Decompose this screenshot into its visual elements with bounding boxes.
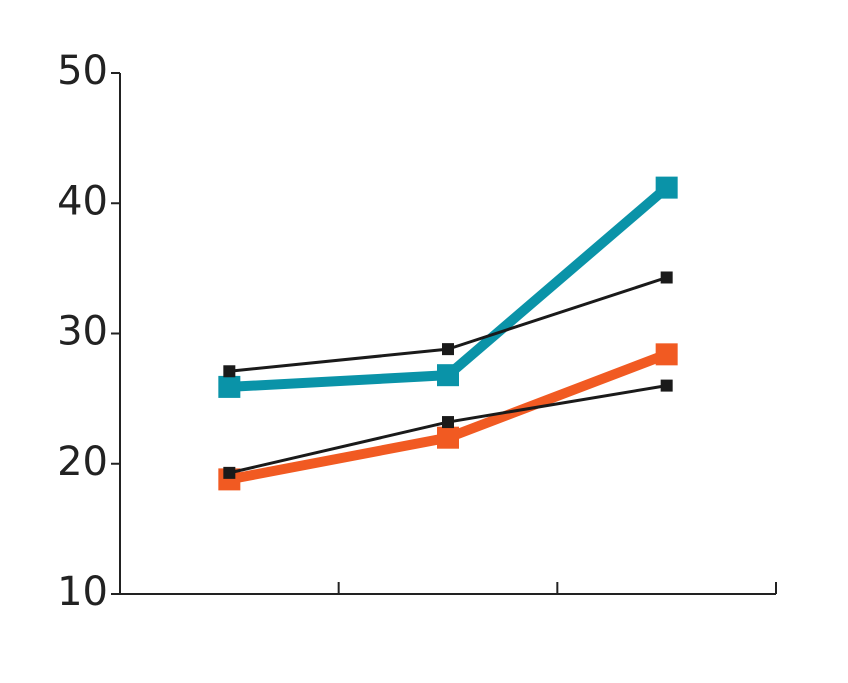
y-tick-label: 30 <box>57 309 108 355</box>
marker <box>223 466 236 479</box>
series-line <box>229 183 670 392</box>
marker <box>660 271 673 284</box>
marker <box>655 176 678 199</box>
marker <box>223 365 236 378</box>
marker <box>437 426 459 449</box>
y-tick-label: 40 <box>57 178 108 224</box>
marker <box>442 343 454 356</box>
marker <box>655 343 678 366</box>
marker <box>437 364 459 387</box>
series-line <box>229 276 668 373</box>
y-tick-label: 50 <box>57 48 108 94</box>
y-tick-label: 10 <box>57 569 108 615</box>
marker <box>660 379 673 392</box>
marker <box>218 375 241 398</box>
y-tick-label: 20 <box>57 439 108 485</box>
marker <box>442 416 454 429</box>
